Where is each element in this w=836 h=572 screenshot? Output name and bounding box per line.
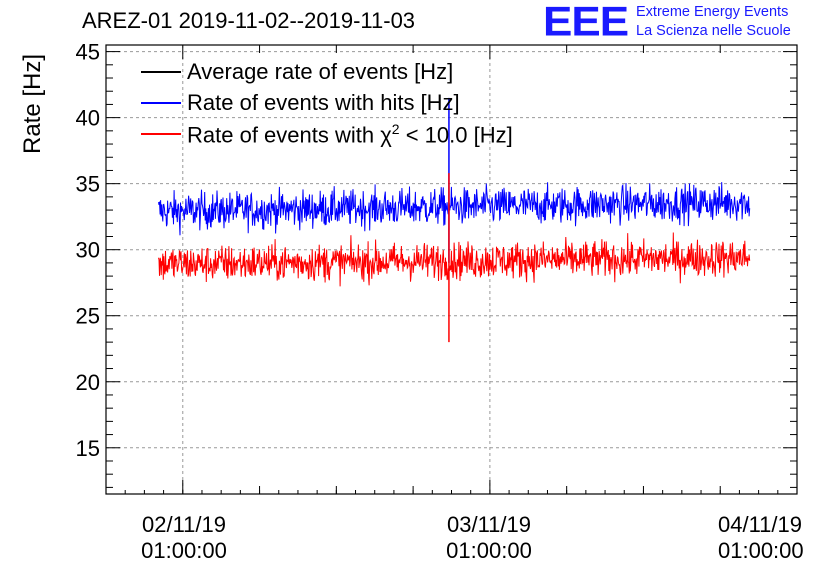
- x-tick-label-2: 03/11/19 01:00:00: [446, 512, 532, 563]
- y-tick-label: 30: [76, 238, 100, 263]
- y-tick-label: 35: [76, 172, 100, 197]
- legend-label-chi2: Rate of events with χ2 < 10.0 [Hz]: [187, 121, 513, 148]
- series-line-2: [158, 232, 751, 287]
- logo-line1: Extreme Energy Events: [636, 4, 789, 20]
- y-tick-label: 45: [76, 40, 100, 65]
- y-tick-label: 25: [76, 304, 100, 329]
- legend-label-average: Average rate of events [Hz]: [187, 59, 454, 84]
- eee-logo: EEE: [543, 0, 629, 45]
- series-line-1: [158, 182, 751, 236]
- y-tick-label: 15: [76, 436, 100, 461]
- y-tick-label: 40: [76, 106, 100, 131]
- y-tick-label: 20: [76, 370, 100, 395]
- x-tick-label-3: 04/11/19 01:00:00: [718, 512, 804, 563]
- y-axis-label: Rate [Hz]: [19, 53, 46, 155]
- logo-line2: La Scienza nelle Scuole: [636, 23, 791, 39]
- legend-label-hits: Rate of events with hits [Hz]: [187, 90, 460, 115]
- x-tick-label-1: 02/11/19 01:00:00: [141, 512, 227, 563]
- chart-title: AREZ-01 2019-11-02--2019-11-03: [82, 8, 416, 33]
